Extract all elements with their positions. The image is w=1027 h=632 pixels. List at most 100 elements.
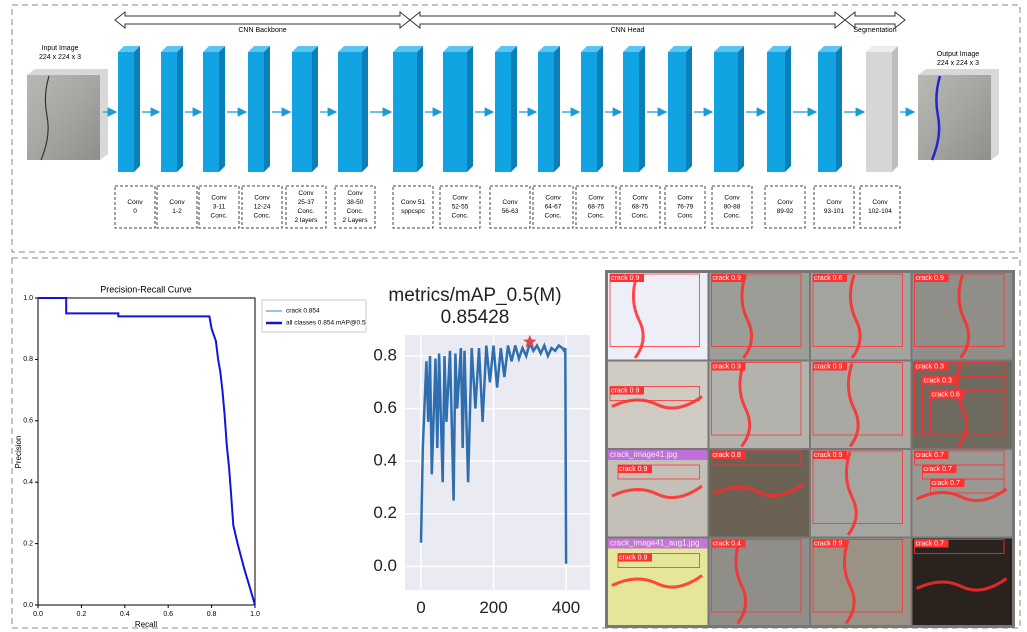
block-top (161, 46, 183, 52)
x-tick-label: 0.2 (77, 611, 87, 618)
layer-label: Conv (211, 195, 227, 202)
detection-label: crack 0.9 (619, 554, 648, 561)
block (338, 52, 362, 172)
layer-label: 68-75 (588, 204, 605, 211)
y-tick-label: 1.0 (23, 295, 33, 302)
layer-box (619, 185, 661, 229)
y-tick-label: 0.0 (373, 556, 397, 575)
section-label: CNN Backbone (238, 27, 286, 34)
layer-label: 1-2 (172, 208, 182, 215)
block-top (443, 46, 473, 52)
block-side (177, 46, 183, 172)
detection-label: crack 0.9 (916, 275, 945, 282)
block-side (219, 46, 225, 172)
detection-image (912, 538, 1012, 625)
block (443, 52, 467, 172)
layer-label: Conc. (545, 213, 562, 220)
block-top (203, 46, 225, 52)
layer-box (334, 185, 376, 229)
detection-box (812, 450, 903, 524)
label-bg (813, 362, 847, 371)
best-marker (523, 334, 537, 348)
layer-label: Conc. (452, 213, 469, 220)
section-label: Segmentation (853, 27, 896, 34)
series-line (38, 297, 256, 606)
layer-label: 52-55 (452, 204, 469, 211)
x-axis-label: Recall (135, 620, 157, 629)
detection-label: crack 0.9 (619, 466, 648, 473)
chart-title: metrics/mAP_0.5(M) (388, 285, 561, 306)
block-side (597, 46, 603, 172)
layer-label: Conv (347, 190, 363, 197)
block (248, 52, 264, 172)
block-top (248, 46, 270, 52)
input-size: 224 x 224 x 3 (39, 54, 81, 61)
filename-label: crack_image41.jpg (610, 450, 677, 459)
layer-label: Conv 51 (401, 199, 426, 206)
section-label: CNN Head (611, 27, 645, 34)
x-tick-label: 0.6 (163, 611, 173, 618)
layer-label: 2 layers (295, 217, 319, 224)
detection-label: crack 0.6 (814, 275, 843, 282)
block-side (785, 46, 791, 172)
detection-label: crack 0.8 (713, 452, 742, 459)
block-side (686, 46, 692, 172)
label-bg (914, 362, 949, 371)
y-tick-label: 0.0 (23, 602, 33, 609)
layer-label: Conv (724, 195, 740, 202)
detection-label: crack 0.9 (611, 387, 640, 394)
block-top (866, 46, 898, 52)
detection-image (811, 361, 911, 448)
layer-label: Conc. (211, 213, 228, 220)
crack-mask (843, 540, 856, 625)
layer-box (285, 185, 327, 229)
crack-mask (611, 574, 703, 589)
layer-label: sppcspc (401, 208, 426, 215)
label-bg (711, 451, 746, 459)
layer-label: 25-37 (298, 199, 315, 206)
y-tick-label: 0.8 (373, 346, 397, 365)
label-bg (813, 539, 847, 548)
block (866, 52, 892, 172)
y-tick-label: 0.6 (23, 418, 33, 425)
crack-mask (611, 395, 703, 410)
layer-box (241, 185, 283, 229)
layer-label: Conc. (724, 213, 741, 220)
detection-label: crack 0.7 (924, 466, 953, 473)
detection-label: crack 0.9 (814, 540, 843, 547)
label-bg (610, 386, 644, 395)
block-top (623, 46, 645, 52)
output-size: 224 x 224 x 3 (937, 60, 979, 67)
layer-label: Conv (632, 195, 648, 202)
block-side (639, 46, 645, 172)
label-bg (930, 479, 965, 487)
layer-label: Conc. (632, 213, 649, 220)
crack-mask (738, 363, 752, 448)
filename-label: crack_image41_aug1.jpg (610, 539, 699, 548)
block (203, 52, 219, 172)
block-side (467, 46, 473, 172)
plot-area (37, 297, 256, 606)
crack-mask (740, 274, 754, 359)
layer-box (664, 185, 706, 229)
x-tick-label: 0.4 (120, 611, 130, 618)
crack-mask (734, 540, 748, 625)
block (161, 52, 177, 172)
layer-box (711, 185, 753, 229)
layer-label: 0 (133, 208, 137, 215)
detection-box (711, 362, 802, 436)
detection-box (930, 390, 1005, 436)
block (818, 52, 836, 172)
detection-label: crack 0.9 (713, 363, 742, 370)
block-side (511, 46, 517, 172)
detection-box (812, 539, 903, 613)
crack-mask (915, 487, 1008, 503)
block-side (554, 46, 560, 172)
label-bg (711, 539, 746, 548)
layer-box (392, 185, 434, 229)
block (581, 52, 597, 172)
label-bg (914, 539, 949, 548)
label-bg (930, 390, 965, 399)
layer-label: 89-92 (777, 208, 794, 215)
